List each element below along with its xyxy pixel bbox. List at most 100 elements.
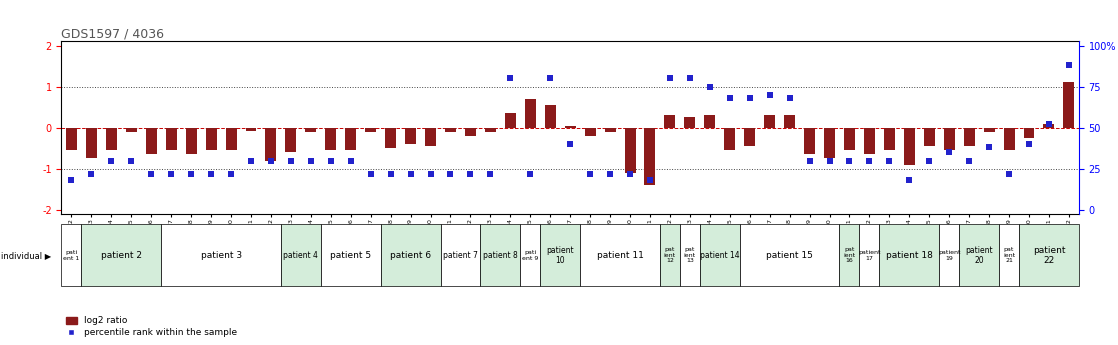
Text: pati
ent 1: pati ent 1 — [64, 250, 79, 260]
Text: pati
ent 9: pati ent 9 — [522, 250, 539, 260]
Point — [63, 177, 80, 183]
Point — [322, 158, 340, 163]
Bar — [684, 117, 695, 128]
Bar — [704, 115, 716, 128]
Text: patient 14: patient 14 — [700, 251, 740, 260]
Bar — [485, 128, 496, 132]
FancyBboxPatch shape — [580, 224, 660, 286]
Bar — [625, 128, 635, 173]
FancyBboxPatch shape — [540, 224, 580, 286]
FancyBboxPatch shape — [939, 224, 959, 286]
Bar — [524, 99, 536, 128]
Point — [1020, 141, 1038, 147]
Point — [182, 171, 200, 176]
Text: patient
17: patient 17 — [859, 250, 881, 260]
Bar — [1043, 124, 1054, 128]
Point — [381, 171, 399, 176]
FancyBboxPatch shape — [660, 224, 680, 286]
Point — [501, 76, 519, 81]
Text: pat
ient
12: pat ient 12 — [664, 247, 676, 263]
Bar — [186, 128, 197, 154]
Bar — [305, 128, 316, 132]
Bar — [1004, 128, 1014, 150]
FancyBboxPatch shape — [840, 224, 860, 286]
FancyBboxPatch shape — [321, 224, 380, 286]
Point — [561, 141, 579, 147]
Point — [362, 171, 380, 176]
FancyBboxPatch shape — [481, 224, 520, 286]
Point — [641, 177, 659, 183]
Bar — [386, 128, 396, 148]
Text: patient
22: patient 22 — [1033, 246, 1065, 265]
FancyBboxPatch shape — [82, 224, 161, 286]
Point — [920, 158, 938, 163]
FancyBboxPatch shape — [999, 224, 1018, 286]
Bar — [884, 128, 894, 150]
Point — [262, 158, 280, 163]
Point — [800, 158, 818, 163]
Bar — [285, 128, 296, 152]
Point — [841, 158, 859, 163]
Point — [601, 171, 619, 176]
Point — [1040, 121, 1058, 127]
Point — [401, 171, 419, 176]
Text: GDS1597 / 4036: GDS1597 / 4036 — [61, 27, 164, 40]
Bar — [644, 128, 655, 185]
Point — [83, 171, 101, 176]
Bar — [246, 128, 256, 131]
Point — [222, 171, 240, 176]
Bar — [864, 128, 875, 154]
Text: patient 5: patient 5 — [330, 251, 371, 260]
Point — [162, 171, 180, 176]
Text: individual ▶: individual ▶ — [1, 251, 51, 260]
Text: patient 18: patient 18 — [885, 251, 932, 260]
Text: patient
10: patient 10 — [547, 246, 574, 265]
FancyBboxPatch shape — [440, 224, 481, 286]
Bar — [984, 128, 995, 132]
Bar — [944, 128, 955, 150]
Point — [462, 171, 480, 176]
Point — [760, 92, 778, 98]
Point — [780, 95, 798, 101]
Point — [661, 76, 679, 81]
Text: pat
ient
21: pat ient 21 — [1003, 247, 1015, 263]
Bar — [844, 128, 855, 150]
Point — [721, 95, 739, 101]
Text: patient 15: patient 15 — [766, 251, 813, 260]
Text: patient 7: patient 7 — [443, 251, 477, 260]
Bar — [923, 128, 935, 146]
Point — [342, 158, 360, 163]
FancyBboxPatch shape — [860, 224, 880, 286]
Bar — [425, 128, 436, 146]
FancyBboxPatch shape — [380, 224, 440, 286]
Bar — [784, 115, 795, 128]
Text: patient 6: patient 6 — [390, 251, 432, 260]
Text: patient
20: patient 20 — [965, 246, 993, 265]
Bar — [745, 128, 755, 146]
Bar — [126, 128, 136, 132]
Bar — [765, 115, 775, 128]
Bar — [345, 128, 357, 150]
Bar — [804, 128, 815, 154]
Legend: log2 ratio, percentile rank within the sample: log2 ratio, percentile rank within the s… — [66, 316, 237, 337]
Bar — [585, 128, 596, 136]
Point — [681, 76, 699, 81]
Bar — [265, 128, 276, 160]
Point — [880, 158, 898, 163]
Point — [622, 171, 639, 176]
Bar — [505, 113, 515, 128]
Bar — [964, 128, 975, 146]
Point — [980, 145, 998, 150]
Point — [821, 158, 838, 163]
Point — [103, 158, 121, 163]
FancyBboxPatch shape — [880, 224, 939, 286]
Point — [741, 95, 759, 101]
FancyBboxPatch shape — [520, 224, 540, 286]
Text: pat
ient
13: pat ient 13 — [684, 247, 695, 263]
Point — [541, 76, 559, 81]
Text: patient 3: patient 3 — [200, 251, 241, 260]
Point — [142, 171, 160, 176]
Bar — [366, 128, 376, 132]
Bar — [544, 105, 556, 128]
Bar — [1023, 128, 1034, 138]
